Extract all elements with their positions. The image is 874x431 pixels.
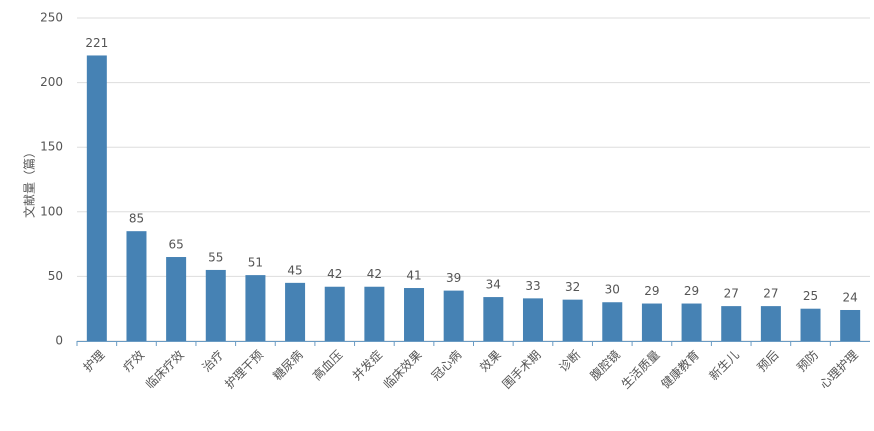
x-tick-label: 腹腔镜 <box>587 347 623 383</box>
bar <box>602 302 623 341</box>
x-tick-label: 高血压 <box>309 347 345 383</box>
value-label: 30 <box>605 283 620 297</box>
x-tick-label: 围手术期 <box>500 348 544 392</box>
bar <box>126 231 147 341</box>
x-tick-label: 治疗 <box>199 348 226 375</box>
value-label: 29 <box>684 284 699 298</box>
y-tick-label: 50 <box>48 269 63 283</box>
bar <box>483 297 504 341</box>
value-label: 51 <box>248 256 263 270</box>
value-label: 27 <box>724 287 739 301</box>
bar <box>840 309 861 341</box>
x-tick-label: 生活质量 <box>619 348 663 392</box>
value-label: 32 <box>565 280 580 294</box>
x-tick-label: 效果 <box>476 347 504 375</box>
bar <box>681 303 702 341</box>
x-tick-label: 冠心病 <box>428 347 464 383</box>
value-label: 33 <box>525 279 540 293</box>
value-label: 55 <box>208 250 223 264</box>
bar <box>641 303 662 341</box>
bar <box>522 298 543 341</box>
value-label: 25 <box>803 289 818 303</box>
value-label: 65 <box>168 238 183 252</box>
x-tick-label: 临床效果 <box>380 347 425 392</box>
y-tick-label: 250 <box>40 11 63 25</box>
value-label: 27 <box>763 287 778 301</box>
value-label: 24 <box>843 290 858 304</box>
y-tick-label: 200 <box>40 75 63 89</box>
bar <box>285 282 306 341</box>
x-tick-label: 护理干预 <box>222 348 266 392</box>
value-label: 39 <box>446 271 461 285</box>
bar <box>404 288 425 341</box>
y-tick-label: 150 <box>40 140 63 154</box>
x-tick-label: 并发症 <box>349 347 385 383</box>
bar <box>721 306 742 341</box>
x-tick-label: 临床疗效 <box>142 347 187 392</box>
x-tick-label: 新生儿 <box>706 347 742 383</box>
value-label: 221 <box>85 36 108 50</box>
y-axis-label: 文献量（篇） <box>22 146 37 218</box>
value-label: 42 <box>367 267 382 281</box>
x-tick-label: 诊断 <box>556 347 584 375</box>
bar <box>86 55 107 342</box>
value-label: 85 <box>129 212 144 226</box>
x-tick-label: 护理 <box>81 348 108 375</box>
bar <box>324 286 345 341</box>
bar <box>800 308 821 341</box>
x-tick-label: 疗效 <box>119 347 147 375</box>
value-label: 45 <box>287 263 302 277</box>
value-label: 42 <box>327 267 342 281</box>
bar <box>760 306 781 341</box>
x-tick-label: 预防 <box>794 347 822 375</box>
x-tick-label: 健康教育 <box>658 347 703 392</box>
value-label: 29 <box>644 284 659 298</box>
bar <box>562 299 583 341</box>
value-label: 41 <box>406 269 421 283</box>
x-tick-label: 心理护理 <box>817 348 861 392</box>
y-tick-label: 100 <box>40 204 63 218</box>
bar <box>364 286 385 341</box>
x-tick-label: 预后 <box>755 348 782 375</box>
bar <box>245 275 266 341</box>
value-label: 34 <box>486 278 501 292</box>
y-tick-label: 0 <box>55 334 63 348</box>
bar <box>205 269 226 341</box>
bar <box>443 290 464 341</box>
x-tick-label: 糖尿病 <box>270 347 306 383</box>
bar <box>166 257 187 341</box>
